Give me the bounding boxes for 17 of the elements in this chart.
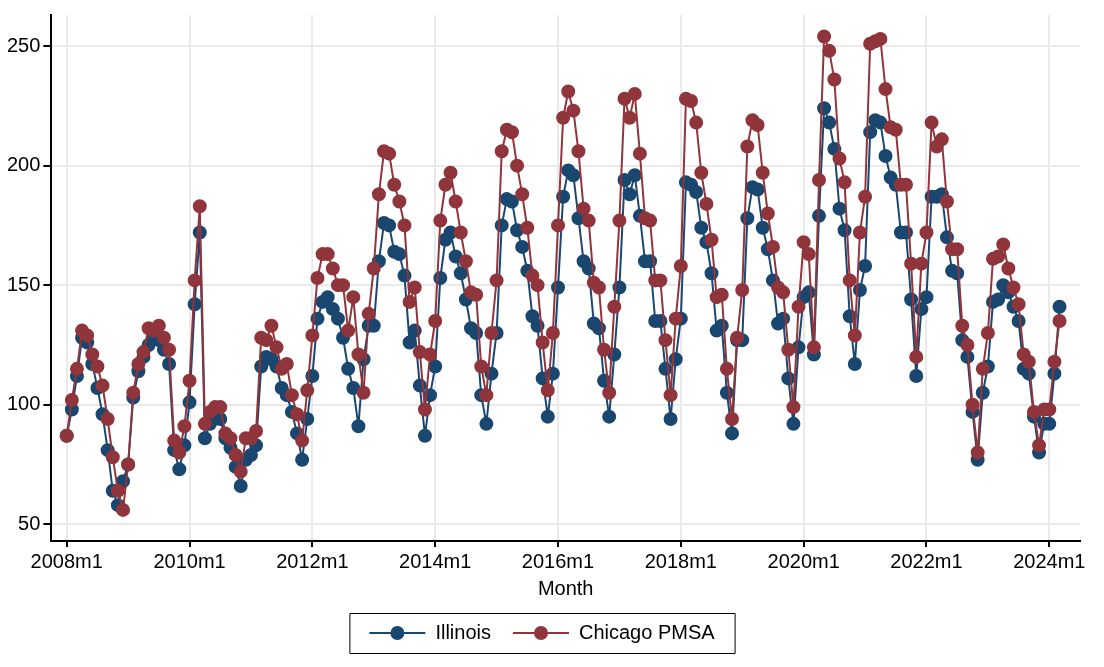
- x-tick-label: 2016m1: [521, 549, 595, 572]
- y-tick-label: 200: [6, 153, 41, 176]
- y-tick-label: 50: [18, 511, 41, 534]
- y-tick-label: 150: [6, 272, 41, 295]
- x-tick-label: 2010m1: [153, 549, 226, 572]
- y-tick-label: 250: [6, 33, 41, 56]
- x-tick-label: 2012m1: [276, 549, 349, 572]
- x-tick-label: 2008m1: [30, 549, 103, 572]
- x-tick-label: 2018m1: [644, 549, 717, 572]
- x-tick-label: 2014m1: [399, 549, 472, 572]
- x-axis-title: Month: [537, 576, 594, 599]
- x-tick-label: 2024m1: [1013, 549, 1086, 572]
- legend-label: Illinois: [435, 620, 491, 643]
- legend-label: Chicago PMSA: [578, 620, 716, 643]
- x-tick-label: 2020m1: [767, 549, 840, 572]
- y-tick-label: 100: [6, 392, 41, 415]
- x-tick-label: 2022m1: [890, 549, 963, 572]
